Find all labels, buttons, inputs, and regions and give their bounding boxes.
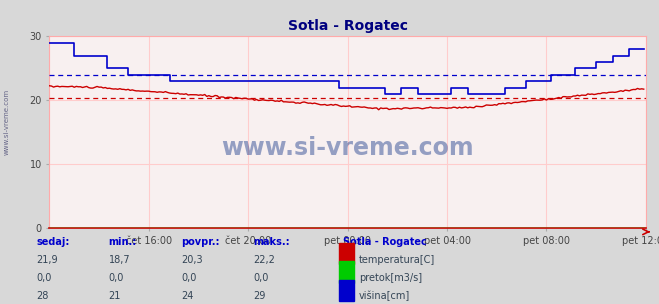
Text: min.:: min.: [109, 237, 137, 247]
Text: 21,9: 21,9 [36, 255, 58, 265]
Text: Sotla - Rogatec: Sotla - Rogatec [343, 237, 426, 247]
Text: 28: 28 [36, 292, 49, 302]
Text: 0,0: 0,0 [254, 273, 269, 283]
Title: Sotla - Rogatec: Sotla - Rogatec [287, 19, 408, 33]
Text: 0,0: 0,0 [36, 273, 51, 283]
Text: 0,0: 0,0 [109, 273, 124, 283]
Text: pretok[m3/s]: pretok[m3/s] [359, 273, 422, 283]
Text: temperatura[C]: temperatura[C] [359, 255, 436, 265]
Text: maks.:: maks.: [254, 237, 291, 247]
Text: www.si-vreme.com: www.si-vreme.com [3, 88, 10, 155]
Text: 18,7: 18,7 [109, 255, 130, 265]
Text: 22,2: 22,2 [254, 255, 275, 265]
Text: www.si-vreme.com: www.si-vreme.com [221, 136, 474, 160]
Text: 21: 21 [109, 292, 121, 302]
Text: 24: 24 [181, 292, 194, 302]
Text: 0,0: 0,0 [181, 273, 196, 283]
Text: 20,3: 20,3 [181, 255, 203, 265]
Text: sedaj:: sedaj: [36, 237, 70, 247]
Text: 29: 29 [254, 292, 266, 302]
Text: povpr.:: povpr.: [181, 237, 219, 247]
Text: višina[cm]: višina[cm] [359, 291, 411, 302]
